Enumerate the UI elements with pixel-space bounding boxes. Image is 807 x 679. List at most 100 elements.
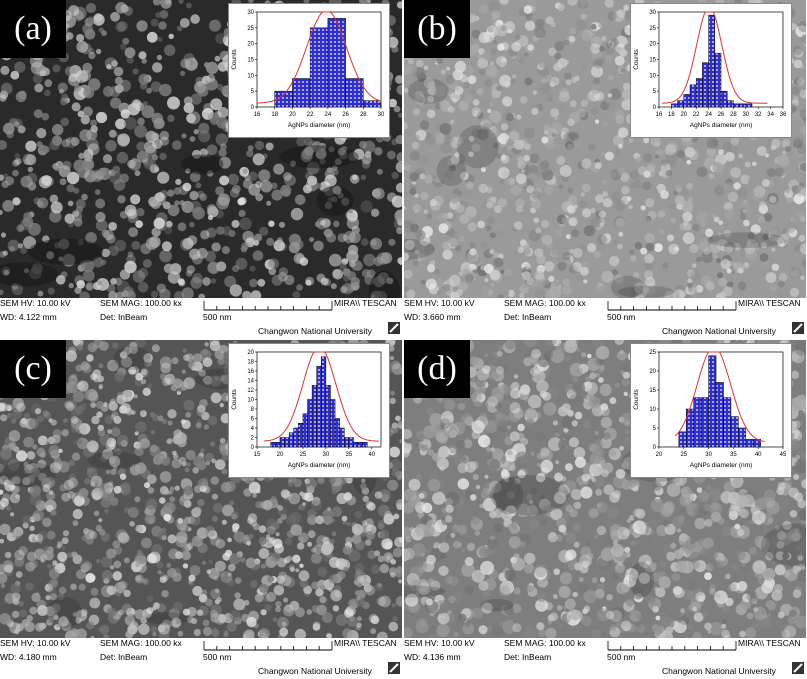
y-tick-label: 10 [649, 73, 656, 79]
sem-panel-d: (d) SEM HV: 10.00 kV WD: 4.136 mm SEM MAG: … [404, 340, 806, 679]
histogram-bar [357, 442, 363, 448]
y-tick-label: 15 [649, 388, 656, 394]
x-tick-label: 40 [755, 452, 762, 458]
sem-panel-b: (b) SEM HV: 10.00 kV WD: 3.660 mm SEM MAG: … [404, 0, 806, 339]
sem-uni-text: Changwon National University [662, 326, 776, 336]
panel-label: (a) [0, 0, 66, 58]
x-tick-label: 15 [254, 452, 261, 458]
x-tick-label: 30 [742, 112, 749, 118]
x-tick-label: 30 [378, 112, 385, 118]
size-distribution-histogram: 15 20 25 30 35 40 0 2 4 6 8 10 12 14 16 18 20 AgNPs diame… [228, 343, 390, 478]
x-tick-label: 26 [342, 112, 349, 118]
histogram-bar [695, 78, 703, 108]
histogram-bar [714, 52, 722, 108]
x-tick-label: 20 [289, 112, 296, 118]
y-tick-label: 18 [247, 360, 254, 366]
y-tick-label: 4 [251, 426, 255, 432]
histogram-bar [693, 397, 702, 448]
histogram-svg: 15 20 25 30 35 40 0 2 4 6 8 10 12 14 16 18 20 AgNPs diame… [231, 350, 382, 469]
y-tick-label: 10 [247, 398, 254, 404]
size-distribution-histogram: 16 18 20 22 24 26 28 30 0 5 10 15 20 25 30 AgNPs diamet… [228, 3, 390, 138]
histogram-svg: 16 18 20 22 24 26 28 30 32 34 36 0 5 10 15 20 25 30 AgNPs … [633, 10, 787, 129]
y-tick-label: 30 [649, 10, 656, 16]
x-tick-label: 30 [705, 452, 712, 458]
x-tick-label: 22 [693, 112, 700, 118]
histogram-bar [715, 382, 724, 448]
tescan-logo-icon [388, 662, 400, 674]
x-tick-label: 16 [254, 112, 261, 118]
x-axis-label: AgNPs diameter (nm) [690, 122, 753, 129]
x-tick-label: 25 [300, 452, 307, 458]
sem-uni-text: Changwon National University [258, 666, 372, 676]
histogram-bar [678, 431, 687, 448]
x-tick-label: 35 [346, 452, 353, 458]
histogram-bar [270, 442, 276, 448]
sem-info-bar: SEM HV: 10.00 kV WD: 4.122 mm SEM MAG: 100… [0, 298, 402, 339]
y-tick-label: 5 [251, 89, 255, 95]
sem-wd-text: WD: 4.136 mm [404, 652, 461, 662]
x-tick-label: 25 [680, 452, 687, 458]
sem-panel-c: (c) SEM HV: 10.00 kV WD: 4.180 mm SEM MAG: … [0, 340, 402, 679]
x-axis-label: AgNPs diameter (nm) [288, 462, 351, 469]
histogram-bar [700, 397, 709, 448]
histogram-bar [334, 418, 340, 448]
sem-brand-text: MIRA\\ TESCAN [334, 638, 397, 648]
histogram-bar [689, 84, 697, 108]
x-tick-label: 18 [271, 112, 278, 118]
panel-label: (b) [404, 0, 470, 58]
histogram-bar [348, 437, 354, 448]
sem-hv-text: SEM HV: 10.00 kV [0, 298, 71, 308]
y-tick-label: 20 [649, 369, 656, 375]
y-tick-label: 10 [247, 73, 254, 79]
histogram-bar [720, 90, 728, 108]
sem-brand-text: MIRA\\ TESCAN [334, 298, 397, 308]
scale-bar [203, 301, 333, 311]
histogram-bar [288, 432, 294, 448]
scale-bar [607, 641, 737, 651]
histogram-bar [363, 100, 382, 108]
y-tick-label: 20 [247, 350, 254, 356]
sem-scale-text: 500 nm [203, 652, 232, 662]
histogram-bar [723, 397, 732, 448]
y-tick-label: 20 [649, 42, 656, 48]
x-tick-label: 20 [656, 452, 663, 458]
y-tick-label: 10 [649, 407, 656, 413]
histogram-bar [745, 439, 754, 448]
histogram-bar [309, 27, 329, 108]
tescan-logo-icon [388, 322, 400, 334]
y-tick-label: 2 [251, 436, 255, 442]
sem-wd-text: WD: 3.660 mm [404, 312, 461, 322]
y-tick-label: 20 [247, 42, 254, 48]
x-tick-label: 22 [307, 112, 314, 118]
histogram-bar [298, 423, 304, 448]
y-tick-label: 0 [653, 105, 657, 111]
y-axis-label: Counts [633, 388, 640, 409]
sem-wd-text: WD: 4.180 mm [0, 652, 57, 662]
histogram-bar [345, 78, 364, 108]
gaussian-fit-line [263, 351, 379, 442]
histogram-bar [316, 366, 322, 448]
sem-hv-text: SEM HV: 10.00 kV [404, 638, 475, 648]
y-tick-label: 25 [649, 350, 656, 356]
y-tick-label: 16 [247, 369, 254, 375]
gaussian-fit-line [662, 11, 768, 104]
histogram-bar [325, 385, 331, 448]
histogram-svg: 16 18 20 22 24 26 28 30 0 5 10 15 20 25 30 AgNPs diamet… [231, 10, 385, 129]
sem-mag-text: SEM MAG: 100.00 kx [100, 298, 182, 308]
x-axis-label: AgNPs diameter (nm) [288, 122, 351, 129]
x-tick-label: 28 [360, 112, 367, 118]
histogram-bar [330, 399, 336, 448]
sem-info-bar: SEM HV: 10.00 kV WD: 4.136 mm SEM MAG: 100… [404, 638, 806, 679]
histogram-bar [275, 442, 281, 448]
histogram-bar [730, 416, 739, 448]
histogram-bar [708, 355, 717, 448]
histogram-bar [738, 427, 747, 448]
y-tick-label: 15 [649, 58, 656, 64]
sem-scale-text: 500 nm [607, 312, 636, 322]
gaussian-fit-line [674, 351, 765, 442]
y-tick-label: 0 [251, 105, 255, 111]
x-tick-label: 20 [680, 112, 687, 118]
scale-bar [203, 641, 333, 651]
sem-info-bar: SEM HV: 10.00 kV WD: 3.660 mm SEM MAG: 100… [404, 298, 806, 339]
x-tick-label: 30 [323, 452, 330, 458]
